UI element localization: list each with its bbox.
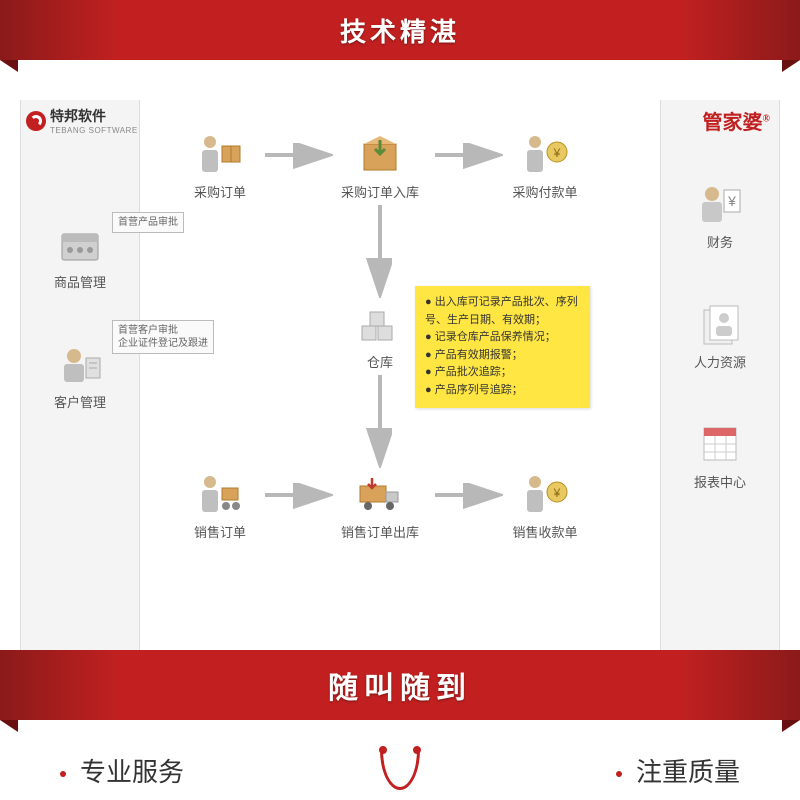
reports-icon <box>696 420 744 468</box>
right-item-finance-label: 财务 <box>680 232 760 251</box>
node-so-label: 销售订单 <box>180 522 260 541</box>
svg-text:¥: ¥ <box>727 193 736 209</box>
brand-guanjiapo: 管家婆® <box>703 106 770 135</box>
tebang-logo-icon <box>26 111 46 131</box>
svg-text:¥: ¥ <box>553 146 561 160</box>
footer: 专业服务 注重质量 <box>0 740 800 800</box>
note-line: 出入库可记录产品批次、序列号、生产日期、有效期； <box>425 294 580 329</box>
brand-left-en: TEBANG SOFTWARE <box>50 126 138 135</box>
brand-left-cn: 特邦软件 <box>50 108 106 124</box>
top-banner: 技术精湛 <box>0 0 800 60</box>
node-po-payment: ¥ 采购付款单 <box>500 130 590 201</box>
left-item-customers: 客户管理 <box>40 340 120 411</box>
footer-right: 注重质量 <box>616 752 740 789</box>
tag-product-approval: 首营产品审批 <box>112 212 184 233</box>
note-line: 产品有效期报警； <box>425 347 580 365</box>
node-po-pay-label: 采购付款单 <box>500 182 590 201</box>
node-so-recv-label: 销售收款单 <box>500 522 590 541</box>
right-item-hr: 人力资源 <box>680 300 760 371</box>
node-warehouse-label: 仓库 <box>350 352 410 371</box>
person-box-icon <box>196 130 244 178</box>
node-po-inbound: 采购订单入库 <box>330 130 430 201</box>
node-so-outbound: 销售订单出库 <box>330 470 430 541</box>
payment-icon: ¥ <box>521 130 569 178</box>
node-so-receipt: ¥ 销售收款单 <box>500 470 590 541</box>
truck-out-icon <box>356 470 404 518</box>
workflow-diagram: 特邦软件 TEBANG SOFTWARE 管家婆® 商品管理 首营产品审批 客户… <box>20 100 780 650</box>
right-item-reports-label: 报表中心 <box>680 472 760 491</box>
right-item-reports: 报表中心 <box>680 420 760 491</box>
finance-icon: ¥ <box>696 180 744 228</box>
warehouse-note: 出入库可记录产品批次、序列号、生产日期、有效期； 记录仓库产品保养情况； 产品有… <box>415 286 590 408</box>
bottom-banner-label: 随叫随到 <box>328 663 472 707</box>
node-po-label: 采购订单 <box>180 182 260 201</box>
node-sales-order: 销售订单 <box>180 470 260 541</box>
tag-customer-approval: 首营客户审批 企业证件登记及跟进 <box>112 320 214 354</box>
products-icon <box>56 220 104 268</box>
left-item-products: 商品管理 <box>40 220 120 291</box>
note-line: 记录仓库产品保养情况； <box>425 329 580 347</box>
brand-tebang: 特邦软件 TEBANG SOFTWARE <box>26 106 138 135</box>
node-purchase-order: 采购订单 <box>180 130 260 201</box>
right-item-finance: ¥ 财务 <box>680 180 760 251</box>
bottom-banner: 随叫随到 <box>0 650 800 720</box>
note-line: 产品序列号追踪； <box>425 382 580 400</box>
node-po-in-label: 采购订单入库 <box>330 182 430 201</box>
footer-ring-icon <box>380 750 420 790</box>
left-item-customers-label: 客户管理 <box>40 392 120 411</box>
node-so-out-label: 销售订单出库 <box>330 522 430 541</box>
warehouse-icon <box>356 300 404 348</box>
receipt-icon: ¥ <box>521 470 569 518</box>
right-item-hr-label: 人力资源 <box>680 352 760 371</box>
left-item-products-label: 商品管理 <box>40 272 120 291</box>
box-in-icon <box>356 130 404 178</box>
customers-icon <box>56 340 104 388</box>
top-banner-label: 技术精湛 <box>340 12 460 49</box>
hr-icon <box>696 300 744 348</box>
note-line: 产品批次追踪； <box>425 364 580 382</box>
person-cart-icon <box>196 470 244 518</box>
node-warehouse: 仓库 <box>350 300 410 371</box>
footer-left: 专业服务 <box>60 752 184 789</box>
svg-text:¥: ¥ <box>553 486 561 500</box>
